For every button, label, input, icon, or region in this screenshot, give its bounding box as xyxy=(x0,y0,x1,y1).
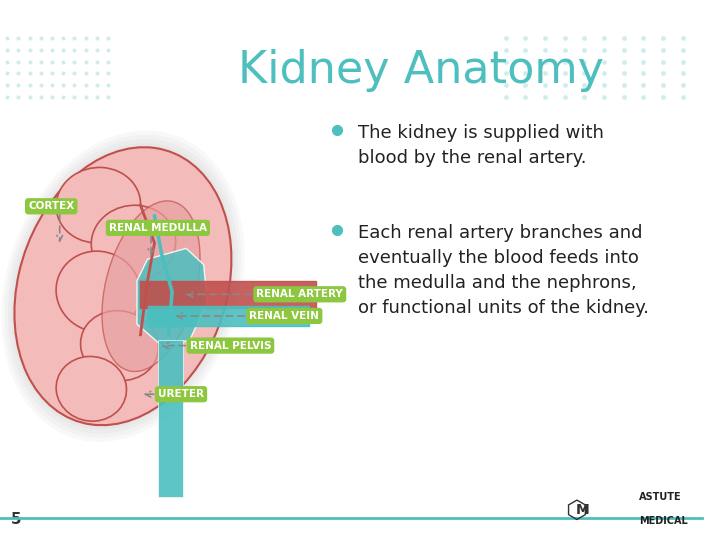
Ellipse shape xyxy=(8,139,238,434)
Text: ⬡: ⬡ xyxy=(565,498,587,522)
Text: The kidney is supplied with
blood by the renal artery.: The kidney is supplied with blood by the… xyxy=(359,124,604,167)
Ellipse shape xyxy=(56,356,127,421)
Text: CORTEX: CORTEX xyxy=(28,201,74,211)
Text: Kidney Anatomy: Kidney Anatomy xyxy=(238,49,605,92)
Ellipse shape xyxy=(91,205,176,281)
Ellipse shape xyxy=(102,201,200,372)
Text: RENAL VEIN: RENAL VEIN xyxy=(249,311,319,321)
Text: M: M xyxy=(576,503,590,517)
Text: 5: 5 xyxy=(11,511,21,526)
Text: ASTUTE: ASTUTE xyxy=(639,492,682,502)
Polygon shape xyxy=(137,248,207,346)
Text: RENAL ARTERY: RENAL ARTERY xyxy=(256,289,343,299)
Ellipse shape xyxy=(56,167,140,243)
Ellipse shape xyxy=(81,310,158,381)
Text: RENAL PELVIS: RENAL PELVIS xyxy=(189,341,271,350)
Ellipse shape xyxy=(12,143,235,429)
Ellipse shape xyxy=(1,131,245,442)
Text: URETER: URETER xyxy=(158,389,204,399)
Ellipse shape xyxy=(56,251,140,332)
Text: RENAL MEDULLA: RENAL MEDULLA xyxy=(109,223,207,233)
Ellipse shape xyxy=(14,147,231,425)
Bar xyxy=(158,340,183,497)
Ellipse shape xyxy=(4,134,241,438)
Text: MEDICAL: MEDICAL xyxy=(639,516,688,526)
Text: Each renal artery branches and
eventually the blood feeds into
the medulla and t: Each renal artery branches and eventuall… xyxy=(359,224,649,317)
Ellipse shape xyxy=(14,147,231,425)
